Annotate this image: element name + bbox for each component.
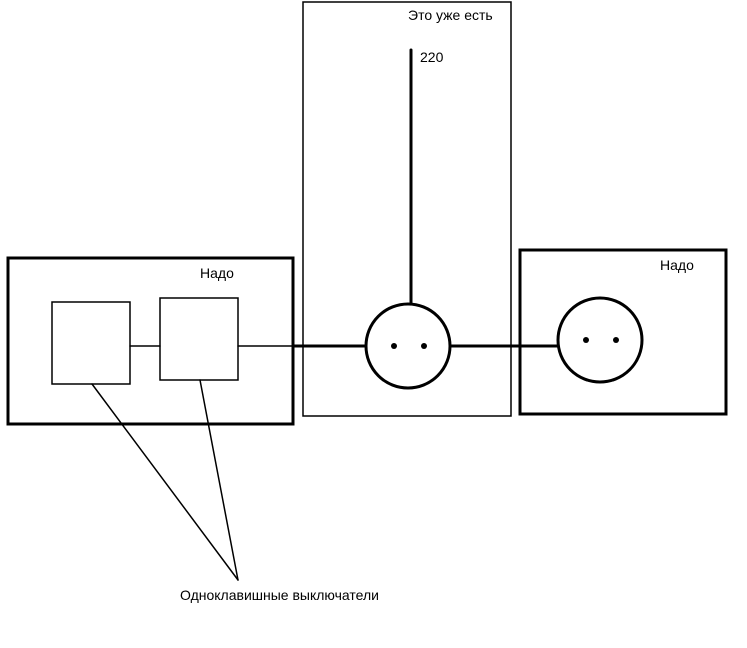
socket-right: [558, 298, 642, 382]
box-right-needed: [520, 250, 726, 414]
socket-left-pin-1: [421, 343, 427, 349]
pointer-line-right: [200, 380, 238, 580]
label-right-box: Надо: [660, 257, 694, 273]
switch-1: [52, 302, 130, 384]
label-left-box: Надо: [200, 265, 234, 281]
socket-right-pin-0: [583, 337, 589, 343]
label-top-box: Это уже есть: [408, 7, 493, 23]
socket-left-pin-0: [391, 343, 397, 349]
label-bottom: Одноклавишные выключатели: [180, 587, 379, 603]
socket-right-pin-1: [613, 337, 619, 343]
box-top-existing: [303, 2, 511, 416]
switch-2: [160, 298, 238, 380]
socket-left: [366, 304, 450, 388]
box-left-needed: [8, 258, 293, 424]
label-voltage: 220: [420, 49, 444, 65]
pointer-line-left: [92, 384, 238, 580]
